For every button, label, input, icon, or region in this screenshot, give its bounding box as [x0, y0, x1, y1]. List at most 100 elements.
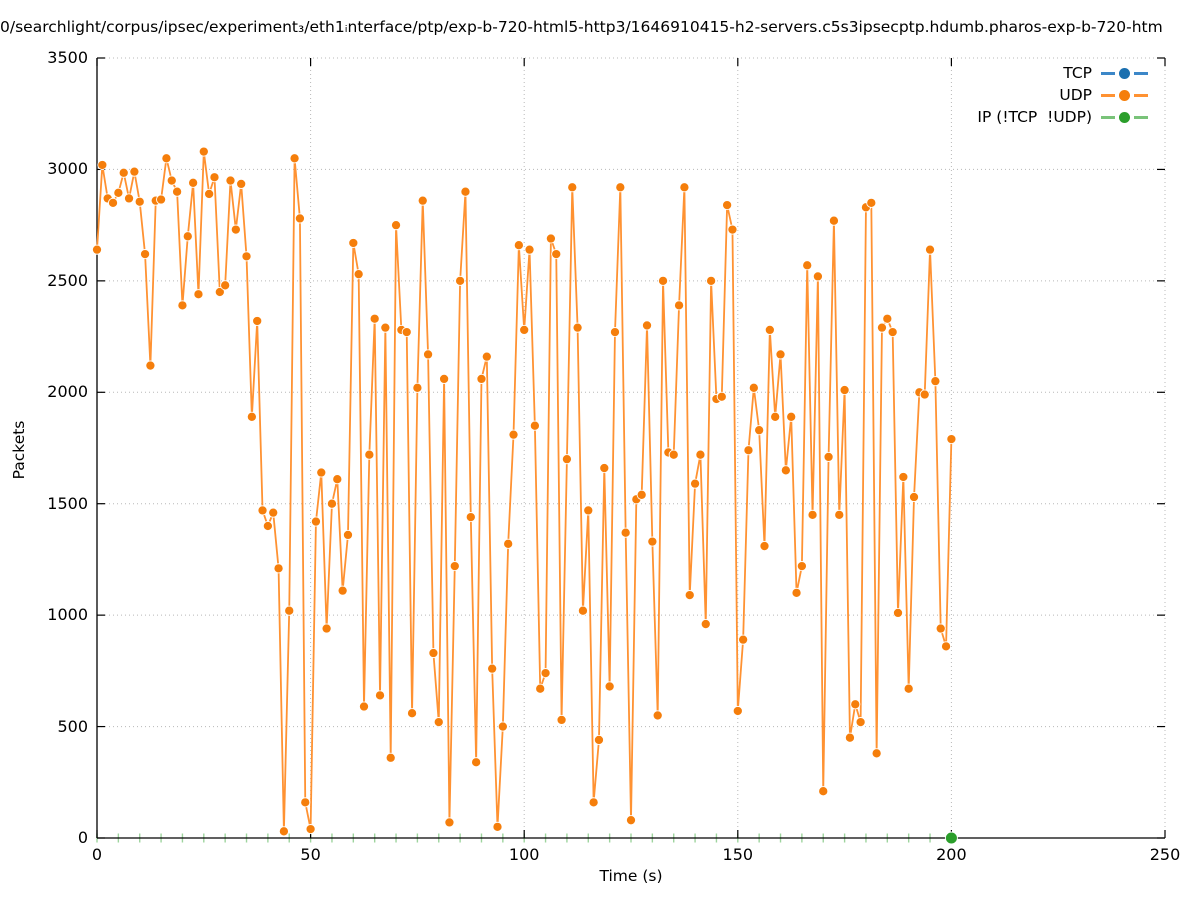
udp-point [433, 717, 444, 728]
udp-point [172, 186, 183, 197]
udp-point [129, 166, 140, 177]
udp-point [572, 322, 583, 333]
udp-point [732, 705, 743, 717]
udp-point [946, 434, 957, 445]
y-tick-label: 3500 [47, 48, 88, 67]
udp-point [759, 541, 770, 552]
udp-point [668, 449, 679, 460]
udp-point [743, 445, 754, 456]
udp-point [802, 260, 813, 271]
udp-point [866, 197, 877, 208]
udp-point [919, 389, 930, 400]
legend-dash-icon [1134, 71, 1148, 75]
udp-point [791, 587, 802, 598]
x-tick-label: 50 [300, 845, 321, 864]
udp-point [588, 797, 599, 808]
udp-point [193, 289, 204, 300]
udp-point [727, 224, 738, 235]
udp-point [342, 529, 354, 540]
y-tick-label: 1500 [47, 493, 88, 513]
legend-row: IP (!TCP !UDP) [977, 106, 1148, 128]
udp-point [823, 451, 834, 462]
udp-point [449, 561, 460, 572]
udp-point [161, 153, 172, 164]
udp-point [166, 175, 177, 186]
udp-point [941, 641, 952, 652]
udp-point [465, 512, 476, 523]
udp-point [828, 215, 839, 226]
udp-point [641, 320, 653, 331]
udp-point [722, 200, 733, 211]
udp-point [700, 619, 711, 630]
udp-point [850, 699, 861, 710]
udp-point [818, 786, 829, 797]
y-tick-label: 2000 [47, 382, 88, 402]
udp-point [236, 178, 247, 189]
udp-point [246, 411, 257, 422]
udp-point [123, 193, 135, 204]
udp-point [647, 536, 658, 547]
x-tick-label: 200 [936, 845, 967, 864]
udp-point [561, 454, 572, 465]
udp-point [679, 182, 690, 193]
legend-dash-icon [1101, 71, 1115, 75]
udp-point [812, 271, 823, 282]
x-tick-label: 150 [722, 845, 754, 864]
udp-point [284, 605, 295, 616]
udp-point [118, 167, 129, 178]
udp-point [412, 382, 423, 393]
udp-point [908, 491, 920, 503]
udp-point [695, 449, 706, 460]
udp-point [924, 244, 936, 255]
udp-point [657, 275, 669, 286]
udp-point [513, 240, 524, 251]
udp-point [113, 187, 124, 198]
udp-point [577, 605, 588, 616]
udp-point [903, 683, 914, 694]
udp-point [134, 196, 145, 207]
udp-point [321, 623, 332, 634]
udp-point [209, 172, 220, 183]
y-tick-label: 3000 [47, 159, 88, 179]
udp-point [876, 322, 888, 333]
udp-point [690, 478, 701, 489]
udp-point [834, 509, 845, 520]
udp-point [188, 177, 199, 188]
legend-marker-icon [1119, 111, 1130, 123]
grid [97, 57, 1166, 838]
legend-sample [1101, 111, 1148, 123]
udp-point [620, 527, 631, 538]
udp-point [706, 275, 717, 286]
legend-dash-icon [1134, 115, 1148, 119]
udp-point [844, 732, 855, 743]
udp-point [898, 471, 909, 483]
udp-point [294, 213, 305, 224]
legend-label: UDP [1059, 86, 1092, 104]
udp-point [524, 244, 535, 255]
udp-point [225, 175, 236, 186]
legend-label: IP (!TCP !UDP) [977, 108, 1092, 126]
udp-point [198, 146, 209, 157]
chart-title: 0/searchlight/corpus/ipsec/experiment₃/e… [0, 18, 1163, 36]
udp-point [423, 349, 434, 360]
udp-point [636, 489, 647, 500]
x-tick-label: 0 [91, 845, 103, 864]
y-tick-label: 1000 [47, 605, 88, 625]
udp-point [332, 474, 343, 485]
udp-point [780, 465, 791, 476]
udp-point [262, 520, 273, 532]
udp-point [220, 280, 231, 291]
udp-point [310, 516, 321, 527]
udp-point [551, 249, 562, 260]
y-tick-label: 0 [77, 828, 88, 847]
legend-dash-icon [1101, 93, 1115, 97]
legend-row: UDP [977, 84, 1148, 106]
udp-point [364, 449, 375, 460]
udp-point [625, 815, 637, 826]
udp-point [91, 244, 103, 255]
udp-point [380, 322, 391, 333]
y-tick-label: 500 [57, 716, 88, 736]
x-axis-label: Time (s) [599, 867, 663, 885]
udp-point [508, 429, 519, 440]
